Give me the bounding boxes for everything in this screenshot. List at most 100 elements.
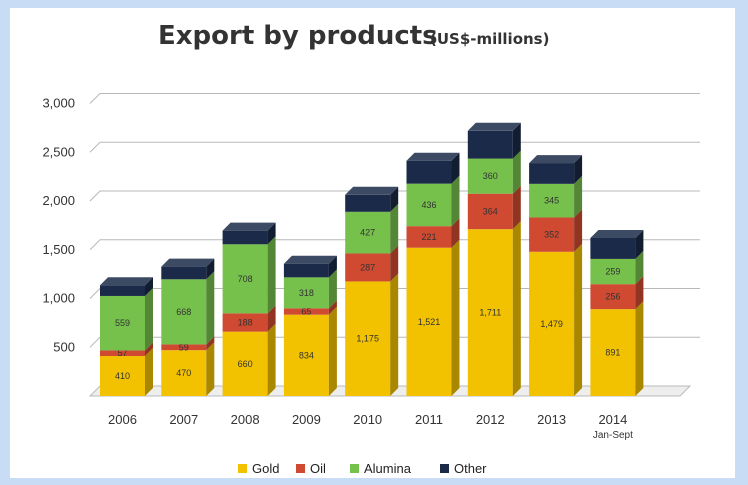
bar-top bbox=[161, 258, 215, 267]
bar-segment-side bbox=[267, 222, 276, 245]
bar-stack: 1,175 287 427 bbox=[345, 186, 399, 396]
bar-segment-side bbox=[390, 186, 399, 212]
stacked-bar-chart: 500 1,000 1,500 2,000 2,500 3,000 410 57 559 470… bbox=[42, 21, 700, 476]
legend-swatch bbox=[350, 464, 359, 473]
bar-segment bbox=[161, 344, 207, 351]
legend-swatch bbox=[238, 464, 247, 473]
bar-segment-side bbox=[328, 306, 337, 396]
bar-segment-side bbox=[206, 271, 215, 345]
bar-segment bbox=[590, 309, 636, 396]
y-tick-label: 500 bbox=[53, 339, 75, 354]
data-label: 559 bbox=[115, 318, 130, 328]
bar-segment-side bbox=[574, 175, 583, 218]
gridline bbox=[89, 141, 700, 153]
data-label: 891 bbox=[605, 348, 620, 358]
data-label: 834 bbox=[299, 350, 314, 360]
bars: 410 57 559 470 59 668 660 188 708 834 65 318 1,175 28… bbox=[100, 122, 644, 396]
bar-segment-side bbox=[206, 258, 215, 280]
bar-segment bbox=[406, 160, 452, 184]
data-label: 345 bbox=[544, 196, 559, 206]
x-tick-label: 2013 bbox=[537, 412, 566, 427]
x-axis-categories: 2006 2007 2008 2009 2010 2011 2012 2013 2014 Jan-… bbox=[108, 412, 633, 441]
data-label: 221 bbox=[421, 232, 436, 242]
bar-segment bbox=[529, 183, 575, 218]
legend: Gold Oil Alumina Other bbox=[238, 461, 487, 476]
bar-stack: 1,521 221 436 bbox=[406, 152, 460, 396]
data-label: 287 bbox=[360, 262, 375, 272]
data-label: 427 bbox=[360, 228, 375, 238]
x-tick-label: 2008 bbox=[231, 412, 260, 427]
legend-item: Alumina bbox=[350, 461, 412, 476]
bar-segment bbox=[222, 230, 268, 245]
bar-top bbox=[406, 152, 460, 161]
bar-segment-side bbox=[451, 152, 460, 184]
x-tick-label: 2011 bbox=[415, 412, 443, 427]
x-tick-label: 2009 bbox=[292, 412, 321, 427]
bar-segment-side bbox=[390, 203, 399, 254]
bar-segment bbox=[283, 314, 329, 396]
bar-segment-side bbox=[451, 218, 460, 248]
data-label: 708 bbox=[238, 274, 253, 284]
bar-top bbox=[590, 229, 644, 238]
bar-segment-side bbox=[512, 122, 521, 159]
bar-segment-side bbox=[451, 239, 460, 396]
bar-segment bbox=[100, 356, 145, 396]
x-tick-sublabel: Jan-Sept bbox=[593, 430, 633, 441]
data-label: 59 bbox=[179, 342, 189, 352]
bar-segment-side bbox=[512, 221, 521, 396]
bar-top bbox=[467, 122, 521, 131]
bar-top bbox=[345, 186, 399, 195]
bar-segment bbox=[161, 279, 207, 345]
bar-segment-side bbox=[635, 301, 644, 396]
data-label: 436 bbox=[421, 200, 436, 210]
data-label: 352 bbox=[544, 230, 559, 240]
legend-swatch bbox=[296, 464, 305, 473]
x-tick-label: 2010 bbox=[353, 412, 382, 427]
data-label: 660 bbox=[238, 359, 253, 369]
bar-segment-side bbox=[635, 250, 644, 285]
bar-top bbox=[283, 255, 337, 264]
x-tick-label: 2014 bbox=[598, 412, 627, 427]
legend-label: Gold bbox=[252, 461, 279, 476]
legend-label: Oil bbox=[310, 461, 326, 476]
bar-stack: 1,711 364 360 bbox=[467, 122, 521, 396]
bar-segment bbox=[222, 244, 268, 314]
data-label: 1,711 bbox=[479, 308, 501, 318]
y-tick-label: 2,000 bbox=[42, 193, 75, 208]
bar-segment bbox=[590, 284, 636, 310]
bar-segment-side bbox=[512, 150, 521, 194]
bar-segment-side bbox=[635, 229, 644, 259]
bar-segment-side bbox=[328, 300, 337, 315]
bar-segment-side bbox=[145, 277, 153, 296]
y-tick-label: 3,000 bbox=[42, 96, 75, 111]
bar-segment-side bbox=[328, 269, 337, 309]
bar-segment bbox=[590, 237, 636, 259]
legend-label: Alumina bbox=[364, 461, 412, 476]
data-label: 65 bbox=[301, 307, 311, 317]
bar-segment bbox=[283, 263, 329, 278]
bar-segment bbox=[467, 130, 513, 159]
bar-segment bbox=[406, 247, 452, 396]
bar-segment-side bbox=[574, 209, 583, 252]
bar-segment bbox=[283, 277, 329, 309]
bar-segment bbox=[467, 229, 513, 396]
data-label: 410 bbox=[115, 371, 130, 381]
data-label: 1,521 bbox=[418, 317, 441, 327]
bar-segment bbox=[222, 313, 268, 332]
bar-segment-side bbox=[390, 245, 399, 282]
bar-stack: 891 256 259 bbox=[590, 229, 644, 396]
y-tick-label: 2,500 bbox=[42, 144, 75, 159]
bar-segment-side bbox=[390, 273, 399, 396]
bar-segment bbox=[345, 281, 391, 396]
y-tick-label: 1,000 bbox=[42, 291, 75, 306]
legend-label: Other bbox=[454, 461, 487, 476]
legend-item: Gold bbox=[238, 461, 279, 476]
bar-segment-side bbox=[145, 348, 153, 396]
bar-segment bbox=[345, 211, 391, 254]
bar-segment-side bbox=[574, 155, 583, 184]
data-label: 364 bbox=[483, 206, 498, 216]
bar-segment bbox=[529, 217, 575, 252]
chart-subtitle: (US$-millions) bbox=[430, 30, 549, 48]
data-label: 318 bbox=[299, 288, 314, 298]
legend-item: Oil bbox=[296, 461, 326, 476]
